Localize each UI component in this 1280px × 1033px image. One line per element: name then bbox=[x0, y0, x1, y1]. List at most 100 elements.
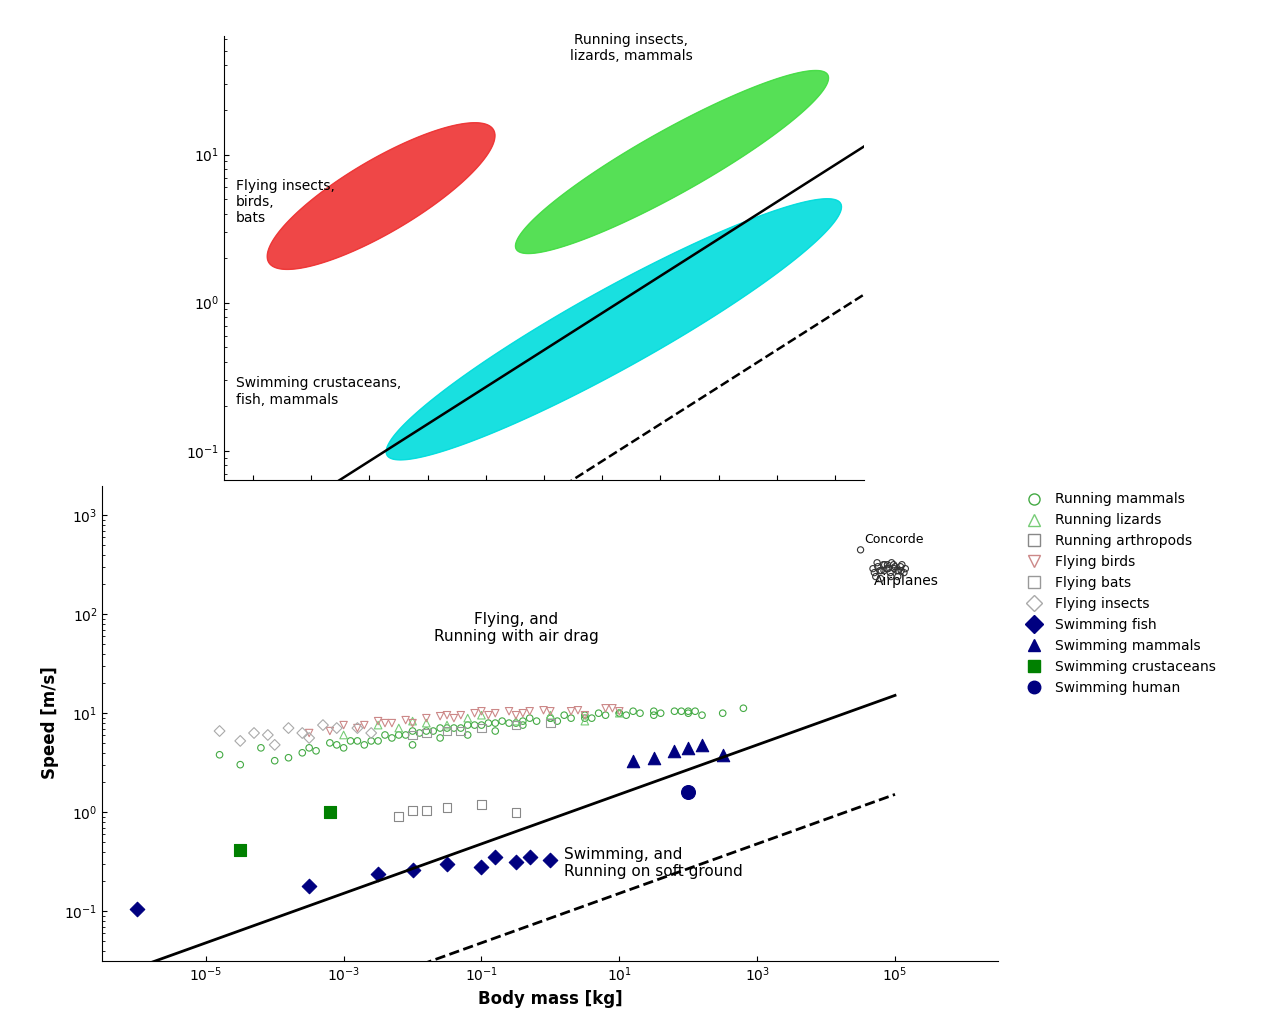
Point bbox=[879, 564, 900, 581]
Point bbox=[868, 559, 888, 575]
Point bbox=[575, 713, 595, 729]
Point bbox=[436, 855, 457, 872]
Point bbox=[595, 707, 616, 723]
Point bbox=[422, 723, 443, 740]
Point bbox=[713, 747, 733, 763]
Point bbox=[602, 700, 622, 717]
Point bbox=[878, 560, 899, 576]
Point bbox=[436, 717, 457, 733]
Point bbox=[644, 707, 664, 723]
Point bbox=[877, 560, 897, 576]
Point bbox=[457, 717, 477, 733]
Point bbox=[870, 570, 891, 587]
Point bbox=[644, 702, 664, 719]
Point bbox=[733, 700, 754, 717]
Point bbox=[893, 564, 914, 581]
Point bbox=[616, 707, 636, 723]
Point bbox=[306, 743, 326, 759]
Polygon shape bbox=[516, 70, 828, 253]
Point bbox=[506, 715, 526, 731]
Point bbox=[451, 723, 471, 740]
Point bbox=[471, 720, 492, 737]
Point bbox=[609, 705, 630, 721]
Point bbox=[850, 541, 870, 558]
Point bbox=[333, 717, 353, 733]
Point bbox=[320, 804, 340, 820]
Point bbox=[402, 862, 422, 878]
Point bbox=[891, 559, 911, 575]
Point bbox=[451, 707, 471, 723]
Point bbox=[471, 707, 492, 723]
Point bbox=[243, 725, 264, 742]
Point bbox=[230, 842, 251, 858]
Text: Flying insects,
birds,
bats: Flying insects, birds, bats bbox=[236, 179, 334, 225]
Point bbox=[540, 715, 561, 731]
Point bbox=[499, 715, 520, 731]
Point bbox=[457, 710, 477, 726]
Point bbox=[367, 717, 388, 733]
Point bbox=[230, 732, 251, 749]
Point bbox=[884, 559, 905, 575]
Point bbox=[436, 707, 457, 723]
Polygon shape bbox=[268, 123, 495, 270]
Point bbox=[265, 752, 285, 769]
Point bbox=[534, 702, 554, 719]
Point bbox=[410, 725, 430, 742]
Point bbox=[347, 720, 367, 737]
Point bbox=[444, 710, 465, 726]
Point bbox=[485, 705, 506, 721]
Point bbox=[465, 717, 485, 733]
Point bbox=[312, 717, 333, 733]
Point bbox=[361, 725, 381, 742]
Point bbox=[526, 713, 547, 729]
Point bbox=[375, 727, 396, 744]
Point bbox=[506, 804, 526, 820]
Point bbox=[870, 562, 891, 578]
Point bbox=[609, 702, 630, 719]
Legend: Running mammals, Running lizards, Running arthropods, Flying birds, Flying bats,: Running mammals, Running lizards, Runnin… bbox=[1023, 493, 1216, 695]
Point bbox=[375, 715, 396, 731]
Point bbox=[402, 723, 422, 740]
Point bbox=[540, 710, 561, 726]
Point bbox=[575, 707, 595, 723]
Point bbox=[630, 705, 650, 721]
Point bbox=[678, 784, 699, 801]
Point bbox=[210, 723, 230, 740]
Point bbox=[292, 745, 312, 761]
Point bbox=[492, 713, 512, 729]
Point bbox=[416, 723, 436, 740]
Point bbox=[381, 715, 402, 731]
Point bbox=[402, 715, 422, 731]
Point bbox=[678, 740, 699, 756]
Point bbox=[326, 720, 347, 737]
Point bbox=[887, 568, 908, 585]
Point bbox=[678, 702, 699, 719]
Point bbox=[595, 700, 616, 717]
Point bbox=[292, 725, 312, 742]
Point bbox=[506, 713, 526, 729]
Point bbox=[881, 568, 901, 585]
Point bbox=[278, 720, 298, 737]
Point bbox=[436, 723, 457, 740]
Point bbox=[882, 555, 902, 571]
Point bbox=[678, 705, 699, 721]
Point bbox=[623, 702, 644, 719]
Point bbox=[863, 560, 883, 576]
Polygon shape bbox=[387, 198, 841, 460]
Point bbox=[416, 725, 436, 742]
Point bbox=[389, 727, 410, 744]
Point bbox=[644, 750, 664, 766]
Point bbox=[865, 568, 886, 585]
Point bbox=[471, 796, 492, 813]
Point bbox=[367, 732, 388, 749]
Point bbox=[499, 702, 520, 719]
Point bbox=[485, 848, 506, 865]
Point bbox=[691, 707, 712, 723]
Point bbox=[713, 705, 733, 721]
Point bbox=[479, 707, 499, 723]
Point bbox=[300, 729, 320, 746]
Point bbox=[416, 710, 436, 726]
Point bbox=[265, 737, 285, 753]
Point bbox=[471, 858, 492, 875]
Point bbox=[664, 743, 685, 759]
